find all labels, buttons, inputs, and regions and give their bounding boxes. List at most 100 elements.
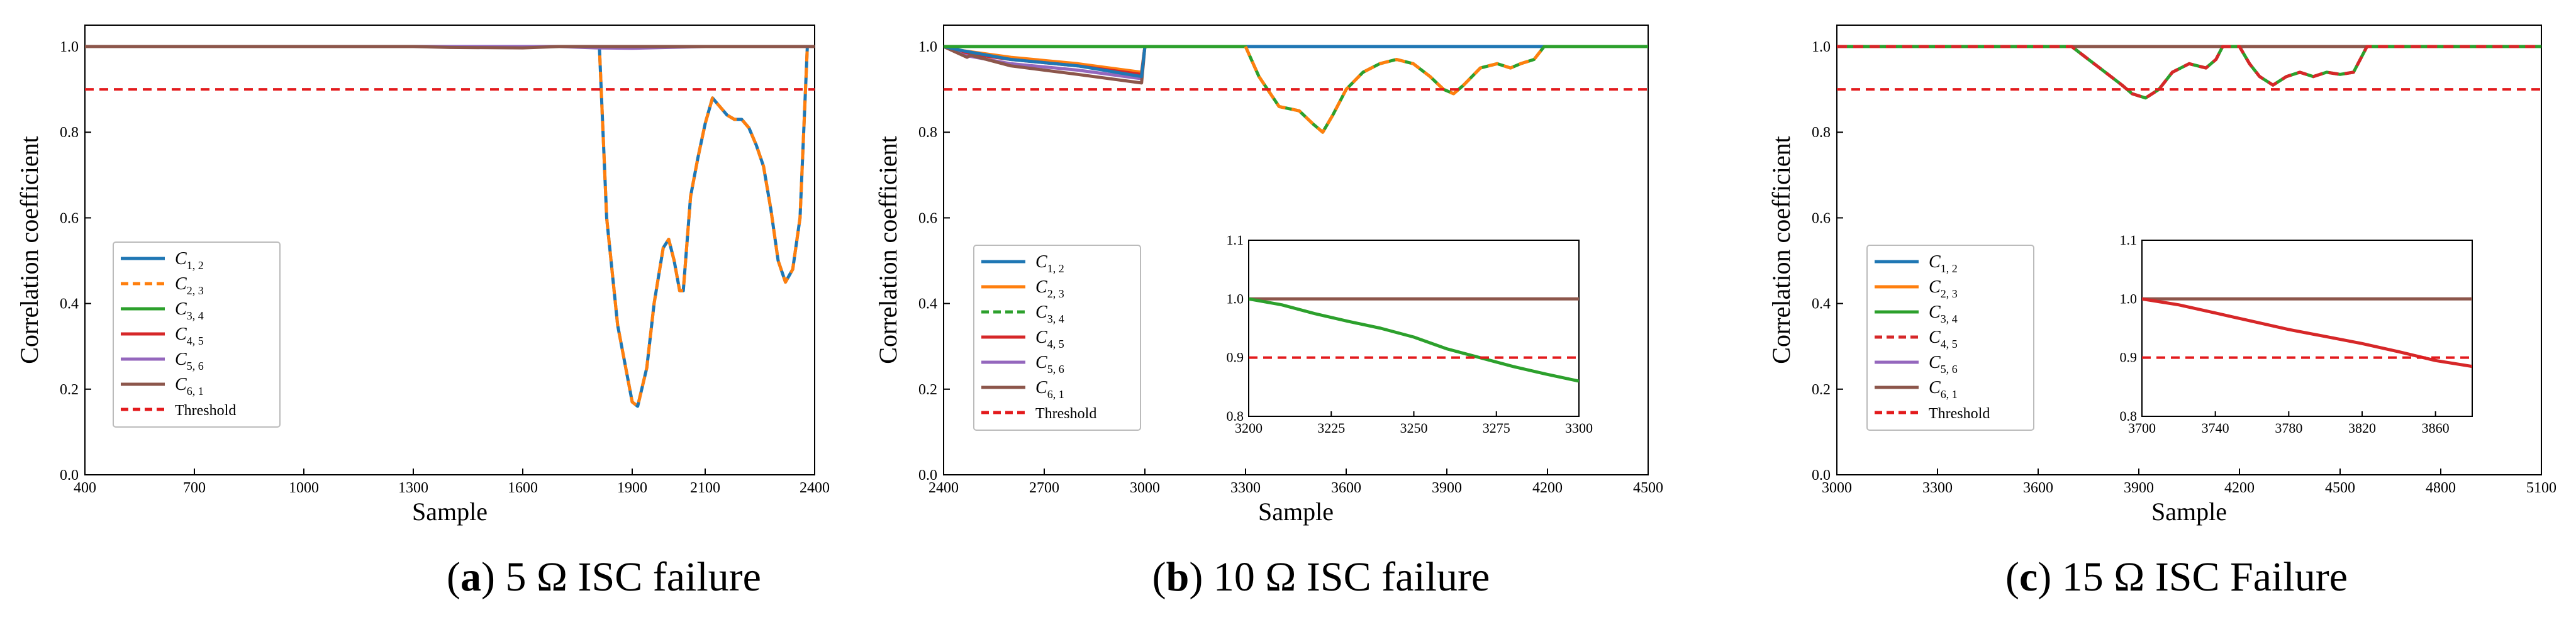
inset-y-tick-label: 0.8 — [2120, 408, 2138, 424]
y-axis-label: Correlation coefficient — [1767, 136, 1795, 363]
y-tick-label: 0.6 — [1812, 210, 1831, 226]
y-tick-label: 0.8 — [1812, 125, 1831, 141]
legend-subscript: 1, 2 — [1047, 262, 1064, 275]
x-tick-label: 700 — [183, 480, 206, 496]
inset-x-tick-label: 3860 — [2422, 420, 2450, 436]
inset-y-tick-label: 1.1 — [2120, 232, 2138, 248]
caption-a-text: 5 Ω ISC failure — [505, 554, 761, 600]
legend-subscript: 3, 4 — [1941, 313, 1958, 325]
panel-a: 400 700 1000 1300 1600 1900 2100 2400 0.0 0.2 0.4 0… — [15, 25, 830, 526]
legend-symbol: C — [1929, 378, 1941, 397]
x-tick-label: 3300 — [1230, 480, 1261, 496]
legend-subscript: 2, 3 — [1941, 287, 1958, 300]
inset-x-tick-label: 3300 — [1565, 420, 1593, 436]
inset-x-tick-label: 3225 — [1317, 420, 1345, 436]
plot-frame — [84, 25, 815, 475]
legend-label: C2, 3 — [1035, 277, 1064, 300]
x-tick-label: 1600 — [508, 480, 538, 496]
legend-label: Threshold — [1035, 406, 1096, 422]
legend-subscript: 1, 2 — [1941, 262, 1958, 275]
legend-subscript: 5, 6 — [1941, 363, 1958, 375]
caption-c-text: 15 Ω ISC Failure — [2061, 554, 2348, 600]
legend-label: C2, 3 — [1929, 277, 1958, 300]
x-axis-label: Sample — [1258, 497, 1334, 526]
x-tick-label: 1900 — [617, 480, 647, 496]
inset-x-tick-label: 3700 — [2128, 420, 2156, 436]
inset-y-tick-label: 0.9 — [2120, 350, 2138, 365]
legend-subscript: 3, 4 — [1047, 313, 1064, 325]
x-tick-label: 3300 — [1922, 480, 1953, 496]
y-tick-label: 0.4 — [918, 296, 937, 313]
legend-subscript: 6, 1 — [1941, 388, 1958, 401]
legend-label: C3, 4 — [1035, 302, 1064, 325]
legend-label: C1, 2 — [1035, 252, 1064, 275]
x-tick-label: 4800 — [2426, 480, 2456, 496]
y-tick-label: 0.6 — [918, 210, 937, 226]
legend-label: C3, 4 — [1929, 302, 1958, 325]
inset-frame — [1248, 240, 1580, 417]
legend-subscript: 5, 6 — [187, 360, 204, 372]
x-tick-label: 400 — [74, 480, 96, 496]
legend-label: Threshold — [175, 402, 236, 419]
legend-symbol: C — [1929, 252, 1941, 272]
legend-label: C1, 2 — [175, 249, 204, 272]
inset-series-group — [2142, 297, 2472, 369]
inset-y-tick-label: 1.0 — [2120, 291, 2138, 306]
legend-symbol: C — [1929, 353, 1941, 372]
x-tick-label: 3000 — [1822, 480, 1852, 496]
series-line — [944, 45, 1648, 85]
x-tick-label: 2400 — [928, 480, 959, 496]
inset-x-tick-label: 3820 — [2348, 420, 2376, 436]
legend-symbol: C — [175, 274, 187, 294]
x-tick-label: 2400 — [800, 480, 830, 496]
legend-symbol: C — [1929, 302, 1941, 322]
x-tick-label: 3000 — [1130, 480, 1160, 496]
legend-symbol: C — [175, 375, 187, 394]
inset-series-line — [2142, 297, 2472, 369]
y-tick-label: 0.0 — [1812, 467, 1831, 484]
legend-subscript: 2, 3 — [187, 284, 204, 297]
x-tick-label: 5100 — [2526, 480, 2556, 496]
series-line — [1837, 45, 2541, 100]
legend-subscript: 4, 5 — [187, 335, 204, 347]
legend-subscript: 3, 4 — [187, 309, 204, 322]
legend-symbol: C — [1035, 328, 1047, 347]
y-tick-label: 0.2 — [918, 382, 937, 398]
legend-box — [1866, 245, 2034, 431]
legend-symbol: C — [175, 299, 187, 319]
y-tick-label: 1.0 — [1812, 39, 1831, 55]
legend-label: C6, 1 — [1035, 378, 1064, 401]
legend-box — [113, 241, 281, 428]
legend-subscript: 4, 5 — [1941, 338, 1958, 350]
inset-series-group — [1249, 297, 1579, 383]
plot-frame — [1836, 25, 2542, 475]
x-tick-label: 4200 — [2224, 480, 2255, 496]
y-tick-label: 0.8 — [918, 125, 937, 141]
x-tick-label: 3900 — [1432, 480, 1462, 496]
caption-b-letter: b — [1166, 554, 1190, 600]
y-tick-label: 0.0 — [60, 467, 79, 484]
inset-y-tick-label: 1.1 — [1227, 232, 1244, 248]
panel-c: 3000 3300 3600 3900 4200 4500 4800 5100 0.0 0.2 0.… — [1767, 25, 2556, 526]
legend-symbol: C — [1035, 353, 1047, 372]
y-tick-label: 0.2 — [1812, 382, 1831, 398]
series-group — [85, 45, 815, 408]
series-line — [85, 45, 815, 50]
legend-symbol: C — [1035, 302, 1047, 322]
legend-label: C6, 1 — [175, 375, 204, 397]
legend-symbol: C — [1035, 277, 1047, 297]
legend-subscript: 1, 2 — [187, 259, 204, 272]
legend-symbol: C — [175, 249, 187, 269]
y-axis-label: Correlation coefficient — [15, 136, 43, 363]
inset-y-tick-label: 0.8 — [1227, 408, 1244, 424]
legend-symbol: C — [1035, 252, 1047, 272]
legend-box — [973, 245, 1141, 431]
inset-y-tick-label: 0.9 — [1227, 350, 1244, 365]
panel-b: 2400 2700 3000 3300 3600 3900 4200 4500 0.0 0.2 0.… — [874, 25, 1663, 526]
series-line — [85, 45, 815, 408]
legend-label: C4, 5 — [1035, 328, 1064, 350]
y-tick-label: 0.6 — [60, 210, 79, 226]
legend-label: C5, 6 — [175, 350, 204, 372]
legend-subscript: 6, 1 — [1047, 388, 1064, 401]
